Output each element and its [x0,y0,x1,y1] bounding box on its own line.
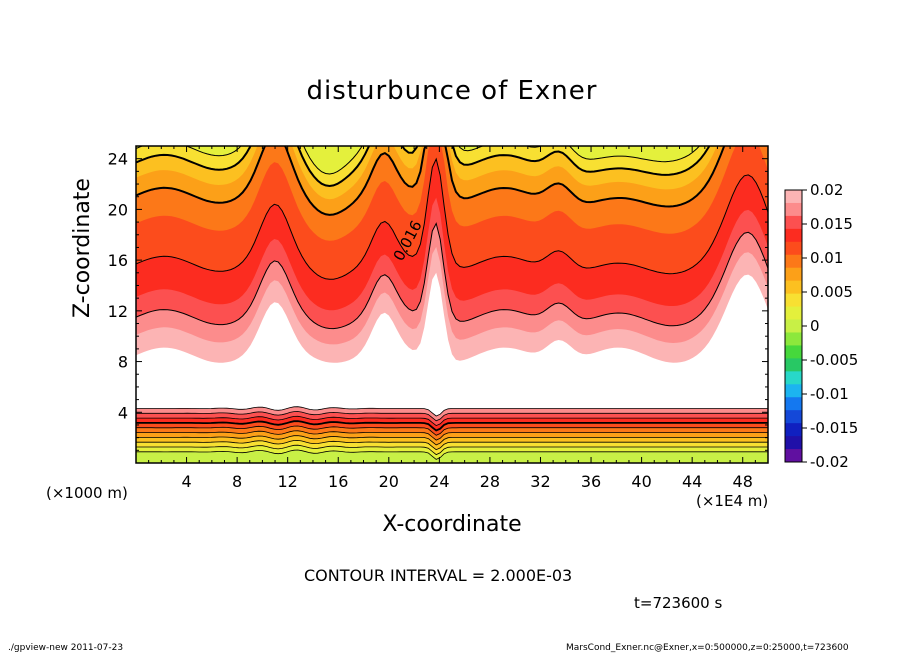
colorbar-tick-label: 0.015 [810,215,853,233]
x-tick-label: 44 [682,472,702,491]
colorbar-swatch [785,423,802,437]
x-axis-label: X-coordinate [382,512,522,537]
contour-line [136,444,768,456]
x-tick-label: 12 [278,472,298,491]
x-tick-label: 4 [181,472,191,491]
x-tick-label: 8 [232,472,242,491]
colorbar-tick-label: -0.01 [810,385,849,403]
x-tick-label: 16 [328,472,348,491]
contour-line [136,157,768,280]
colorbar-tick-label: -0.02 [810,453,849,471]
contour-lines [136,146,768,460]
colorbar-tick-label: -0.015 [810,419,858,437]
x-tick-label: 32 [530,472,550,491]
contour-line [136,449,768,460]
colorbar-swatch [785,332,802,346]
contour-line [136,146,701,175]
contour-line [136,222,768,330]
colorbar-swatch [785,436,802,450]
x-scale-note: (×1E4 m) [696,492,769,510]
colorbar-tick-label: 0.01 [810,249,843,267]
time-label: t=723600 s [634,594,723,612]
x-tick-label: 36 [581,472,601,491]
y-tick-label: 12 [108,302,128,321]
colorbar-swatch [785,371,802,385]
x-tick-label: 24 [429,472,449,491]
colorbar-swatch [785,202,802,217]
colorbar-swatch [785,397,802,411]
contour-line [136,146,726,216]
lower-band [136,450,768,463]
x-tick-label: 40 [631,472,651,491]
x-tick-label: 20 [379,472,399,491]
colorbar-tick-label: 0.02 [810,181,843,199]
contour-line [136,406,768,417]
contour-line [136,411,768,422]
colorbar-swatch [785,241,802,256]
x-unit-note: (×1000 m) [46,484,128,502]
colorbar-swatch [785,267,802,282]
colorbar-swatch [785,306,802,321]
footer-right: MarsCond_Exner.nc@Exner,x=0:500000,z=0:2… [566,643,849,653]
contour-line [136,425,768,436]
contour-interval: CONTOUR INTERVAL = 2.000E-03 [304,566,573,585]
footer-left: ./gpview-new 2011-07-23 [8,643,124,653]
colorbar-tick-label: 0.005 [810,283,853,301]
colorbar-swatch [785,384,802,398]
chart-title: disturbunce of Exner [306,76,598,106]
contour-line [136,439,768,451]
contour-line [136,420,768,432]
colorbar-tick-label: -0.005 [810,351,858,369]
contour-line [136,430,768,441]
x-tick-label: 48 [733,472,753,491]
contour-line [136,435,768,446]
colorbar-swatch [785,319,802,333]
y-tick-label: 8 [118,353,128,372]
colorbar-swatch [785,280,802,295]
contour-line [136,415,768,427]
colorbar-swatch [785,345,802,359]
x-tick-label: 28 [480,472,500,491]
y-tick-label: 24 [108,150,128,169]
colorbar-swatch [785,254,802,269]
contour-line [136,146,711,188]
colorbar-swatch [785,228,802,243]
contour-fills [136,146,768,463]
y-tick-label: 16 [108,251,128,270]
colorbar-swatch [785,215,802,230]
colorbar: 0.02 0.015 0.01 0.005 0 -0.005 -0.01 -0.015 -0.0… [784,181,858,471]
colorbar-swatch [785,410,802,424]
colorbar-swatch [785,293,802,308]
colorbar-swatch [785,449,802,463]
y-tick-label: 4 [118,403,128,422]
upper-band [136,146,700,174]
colorbar-tick-label: 0 [810,317,820,335]
y-axis-label: Z-coordinate [70,178,95,318]
colorbar-swatch [785,358,802,372]
colorbar-swatch [785,190,802,204]
y-tick-label: 20 [108,200,128,219]
